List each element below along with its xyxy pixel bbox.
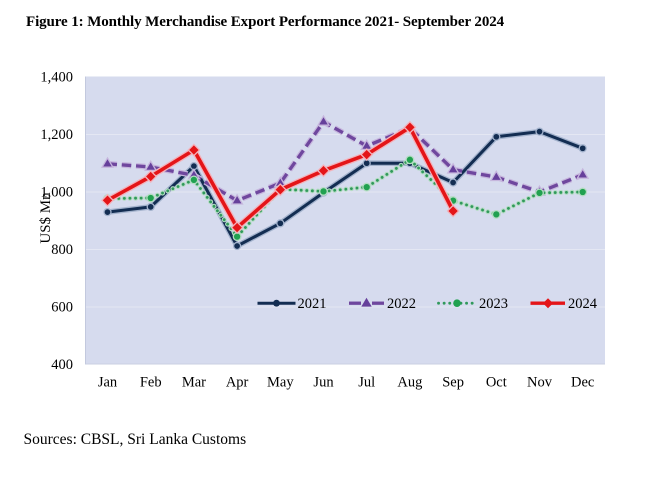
svg-text:1,400: 1,400 xyxy=(40,70,73,86)
svg-text:Sources: CBSL, Sri Lanka Custo: Sources: CBSL, Sri Lanka Customs xyxy=(24,431,247,448)
svg-text:Apr: Apr xyxy=(226,375,249,391)
svg-text:Jan: Jan xyxy=(98,375,118,391)
svg-text:Mar: Mar xyxy=(182,375,206,391)
svg-text:Aug: Aug xyxy=(397,375,422,391)
svg-text:US$ Mn: US$ Mn xyxy=(38,192,54,244)
svg-text:2024: 2024 xyxy=(568,296,598,312)
svg-text:2023: 2023 xyxy=(479,296,508,312)
svg-text:1,000: 1,000 xyxy=(40,185,73,201)
svg-text:1,200: 1,200 xyxy=(40,127,73,143)
svg-text:Nov: Nov xyxy=(527,375,553,391)
svg-text:2021: 2021 xyxy=(298,296,327,312)
svg-text:Jul: Jul xyxy=(358,375,375,391)
svg-text:600: 600 xyxy=(51,300,73,316)
svg-text:Dec: Dec xyxy=(571,375,594,391)
svg-text:Jun: Jun xyxy=(313,375,334,391)
svg-text:Feb: Feb xyxy=(140,375,162,391)
svg-text:May: May xyxy=(267,375,294,391)
svg-text:Sep: Sep xyxy=(442,375,464,391)
svg-text:400: 400 xyxy=(51,357,73,373)
svg-text:800: 800 xyxy=(51,242,73,258)
svg-text:2022: 2022 xyxy=(387,296,416,312)
svg-text:Oct: Oct xyxy=(486,375,507,391)
svg-text:Figure 1: Monthly Merchandise: Figure 1: Monthly Merchandise Export Per… xyxy=(26,14,505,30)
